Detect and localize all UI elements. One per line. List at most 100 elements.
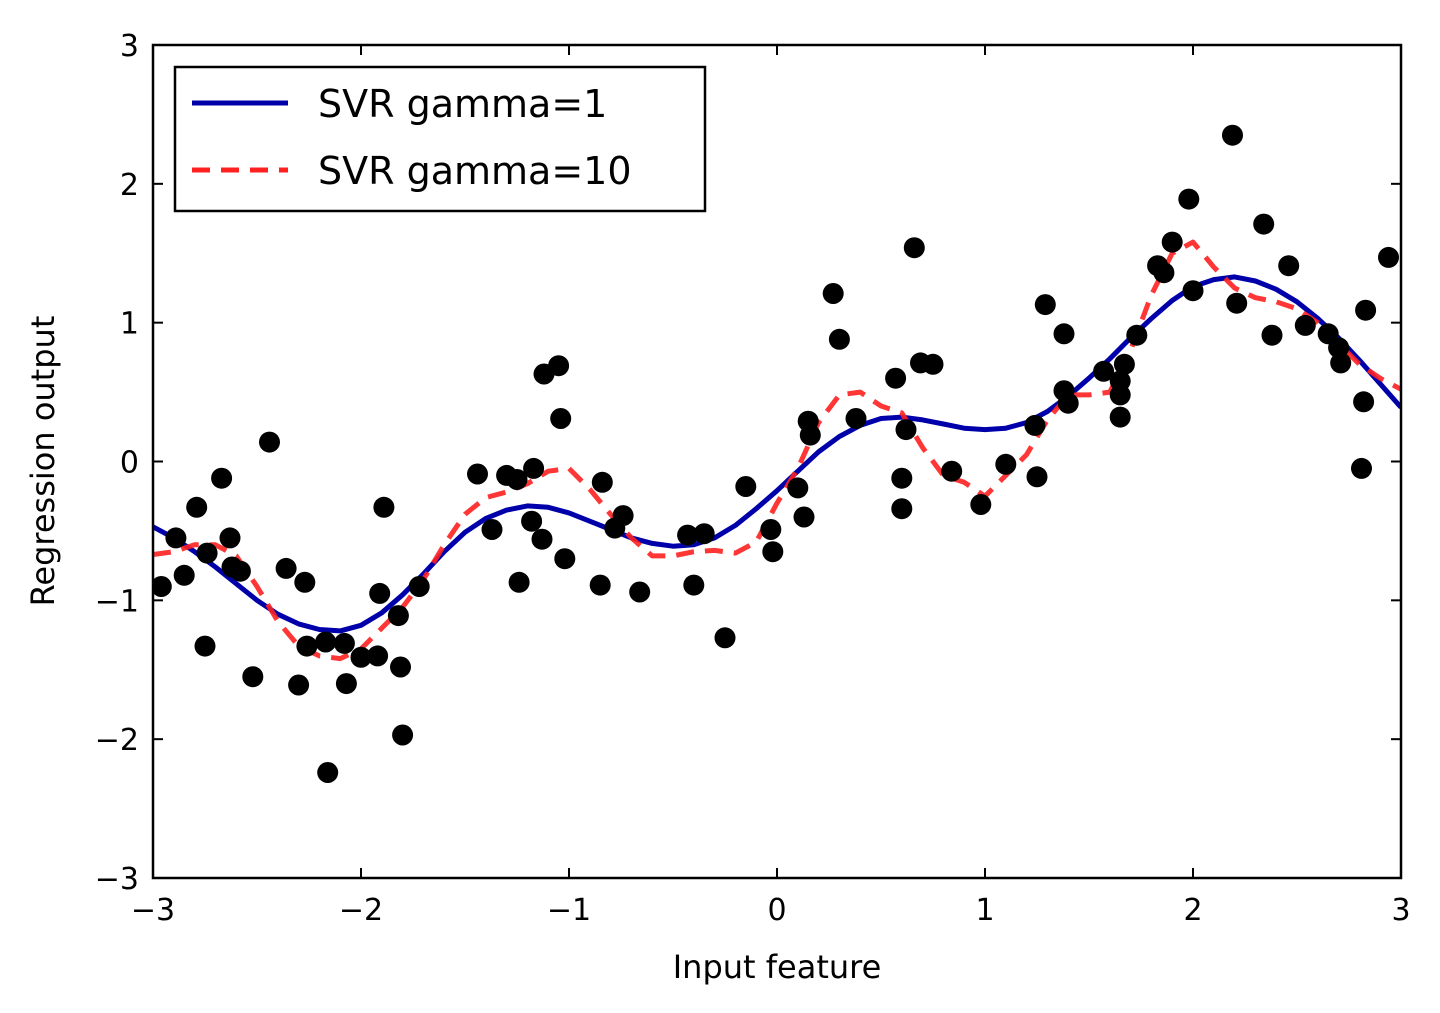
data-point <box>995 453 1017 475</box>
data-point <box>1057 392 1079 414</box>
x-tick-label: −1 <box>547 893 591 928</box>
y-tick-label: 2 <box>120 168 139 203</box>
data-point <box>259 431 280 453</box>
data-point <box>1053 323 1075 345</box>
x-tick-label: 0 <box>767 893 786 928</box>
data-point <box>548 355 570 377</box>
data-point <box>367 645 389 667</box>
x-axis-label: Input feature <box>673 948 882 986</box>
data-point <box>787 477 809 499</box>
data-point <box>1109 406 1131 428</box>
data-point <box>760 519 782 540</box>
data-point <box>1278 255 1300 277</box>
data-point <box>1226 292 1248 314</box>
data-point <box>350 646 372 668</box>
data-point <box>481 519 503 540</box>
data-point <box>294 571 316 593</box>
data-point <box>1161 231 1183 253</box>
data-point <box>885 367 907 389</box>
data-point <box>467 463 488 485</box>
data-point <box>762 541 784 563</box>
data-point <box>335 673 357 695</box>
data-point <box>531 528 553 550</box>
legend: SVR gamma=1 SVR gamma=10 <box>173 65 707 213</box>
data-point <box>392 724 414 746</box>
data-point <box>1034 294 1056 316</box>
y-tick-label: 3 <box>120 29 139 64</box>
data-point <box>1378 246 1399 268</box>
x-tick-label: −3 <box>131 893 175 928</box>
data-point <box>554 548 576 570</box>
data-point <box>296 635 318 657</box>
y-axis-label: Regression output <box>24 316 62 607</box>
data-point <box>1093 360 1115 382</box>
data-point <box>1109 370 1131 392</box>
data-point <box>288 674 310 696</box>
data-point <box>387 605 409 627</box>
data-point <box>1353 391 1375 413</box>
data-point <box>591 471 613 493</box>
data-point <box>390 656 411 678</box>
data-point <box>229 560 251 582</box>
x-tick-label: −2 <box>339 893 383 928</box>
data-point <box>219 527 241 549</box>
data-point <box>173 564 195 586</box>
data-point <box>822 283 844 304</box>
data-point <box>1294 314 1316 336</box>
y-tick-label: −1 <box>95 584 139 619</box>
data-point <box>891 498 913 520</box>
data-point <box>589 574 611 596</box>
data-point <box>683 574 705 596</box>
data-point <box>1024 414 1046 436</box>
x-tick-label: 2 <box>1183 893 1202 928</box>
data-point <box>315 631 337 653</box>
data-point <box>735 476 757 497</box>
data-point <box>1351 457 1372 479</box>
data-point <box>275 557 297 579</box>
legend-box <box>173 65 707 213</box>
data-point <box>1113 353 1135 375</box>
legend-label-svr-gamma-10: SVR gamma=10 <box>318 149 632 193</box>
data-point <box>612 505 634 527</box>
data-point <box>165 527 187 549</box>
data-point <box>793 506 815 528</box>
data-point <box>211 467 233 489</box>
data-point <box>317 762 339 783</box>
data-point <box>1178 188 1200 210</box>
data-point <box>677 524 699 546</box>
data-point <box>196 542 218 564</box>
data-point <box>508 571 530 593</box>
x-tick-label: 1 <box>975 893 994 928</box>
data-point <box>506 469 528 490</box>
y-axis: −3 −2 −1 0 1 2 3 <box>95 29 1401 897</box>
data-point <box>1222 124 1243 146</box>
legend-label-svr-gamma-1: SVR gamma=1 <box>318 82 607 126</box>
data-point <box>891 467 913 489</box>
data-point <box>373 496 395 518</box>
data-point <box>369 582 391 604</box>
data-point <box>903 237 925 259</box>
data-point <box>523 457 545 479</box>
data-point <box>845 408 867 429</box>
data-point <box>828 328 850 350</box>
data-point <box>1182 280 1204 302</box>
data-point <box>242 666 264 688</box>
data-point <box>194 635 216 657</box>
data-point <box>333 632 355 654</box>
data-point <box>521 510 543 532</box>
data-point <box>1330 352 1352 374</box>
data-point <box>1026 466 1048 488</box>
data-point <box>629 581 651 603</box>
points-layer <box>153 124 1399 783</box>
y-tick-label: 0 <box>120 446 139 481</box>
data-point <box>941 460 963 482</box>
data-point <box>799 424 821 446</box>
y-tick-label: −3 <box>95 862 139 897</box>
data-point <box>693 523 715 545</box>
data-point <box>895 419 917 441</box>
y-tick-label: −2 <box>95 723 139 758</box>
x-tick-label: 3 <box>1391 893 1410 928</box>
data-point <box>1355 299 1377 321</box>
data-point <box>153 576 172 597</box>
